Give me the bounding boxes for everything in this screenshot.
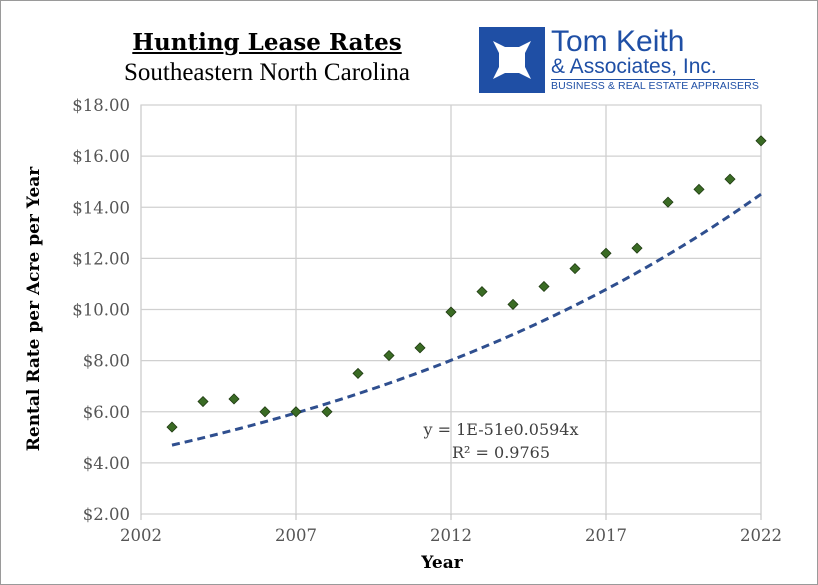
data-point bbox=[631, 242, 643, 254]
data-point bbox=[321, 406, 333, 418]
y-tick-label: $4.00 bbox=[83, 454, 130, 473]
data-points bbox=[166, 135, 767, 433]
x-axis-label: Year bbox=[420, 553, 463, 573]
company-logo: ® Tom Keith & Associates, Inc. BUSINESS … bbox=[479, 25, 769, 95]
chart-subtitle: Southeastern North Carolina bbox=[123, 59, 411, 86]
logo-tagline: BUSINESS & REAL ESTATE APPRAISERS bbox=[551, 80, 759, 92]
data-point bbox=[693, 183, 705, 195]
data-point bbox=[445, 306, 457, 318]
y-axis-ticks: $2.00 $4.00 $6.00 $8.00 $10.00 $12.00 $14.00 $1… bbox=[72, 96, 130, 524]
data-point bbox=[259, 406, 271, 418]
y-tick-label: $18.00 bbox=[72, 96, 130, 115]
x-tick-label: 2002 bbox=[120, 526, 162, 545]
data-point bbox=[600, 247, 612, 259]
trendline bbox=[171, 192, 762, 447]
data-point bbox=[724, 173, 736, 185]
x-tick-label: 2012 bbox=[430, 526, 472, 545]
y-tick-label: $14.00 bbox=[72, 198, 130, 217]
data-point bbox=[569, 263, 581, 275]
y-tick-label: $2.00 bbox=[83, 505, 130, 524]
x-tick-label: 2007 bbox=[275, 526, 317, 545]
data-point bbox=[383, 349, 395, 362]
data-point bbox=[538, 280, 550, 293]
y-tick-label: $6.00 bbox=[83, 403, 130, 422]
data-point bbox=[755, 135, 767, 147]
data-point bbox=[476, 286, 488, 298]
chart-title: Hunting Lease Rates bbox=[132, 29, 402, 56]
data-point bbox=[662, 196, 674, 208]
x-tick-label: 2017 bbox=[585, 526, 627, 545]
data-point bbox=[197, 395, 209, 408]
logo-divider bbox=[551, 79, 755, 80]
data-point bbox=[290, 406, 302, 418]
data-point bbox=[228, 393, 240, 405]
data-point bbox=[166, 421, 178, 433]
data-point bbox=[414, 342, 426, 354]
trend-equation: y = 1E-51e0.0594x bbox=[422, 420, 578, 439]
trend-r-squared: R² = 0.9765 bbox=[452, 443, 550, 462]
y-tick-label: $16.00 bbox=[72, 147, 130, 166]
data-point bbox=[507, 298, 519, 310]
chart-grid bbox=[140, 104, 762, 520]
y-tick-label: $10.00 bbox=[72, 301, 130, 320]
logo-mark-icon bbox=[479, 27, 545, 93]
logo-associates: & Associates, Inc. bbox=[551, 55, 717, 78]
x-axis-ticks: 2002 2007 2012 2017 2022 bbox=[120, 526, 782, 545]
data-point bbox=[352, 367, 364, 379]
y-tick-label: $8.00 bbox=[83, 352, 130, 371]
y-axis-label: Rental Rate per Acre per Year bbox=[24, 166, 44, 452]
logo-company-name: Tom Keith bbox=[551, 25, 685, 58]
registered-mark: ® bbox=[539, 56, 546, 64]
x-tick-label: 2022 bbox=[740, 526, 782, 545]
y-tick-label: $12.00 bbox=[72, 249, 130, 268]
